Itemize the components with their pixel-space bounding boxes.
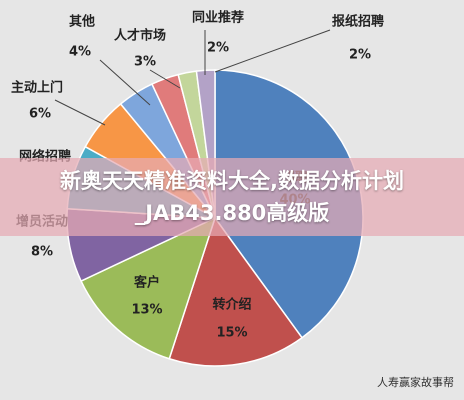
slice-label: 报纸招聘 xyxy=(332,14,384,30)
slice-label: 人才市场 xyxy=(114,28,166,44)
value-label: 6% xyxy=(29,107,51,122)
leader-line xyxy=(214,29,331,73)
slice-label: 同业推荐 xyxy=(192,10,244,26)
watermark: 人寿赢家故事帮 xyxy=(377,376,454,389)
value-label: 4% xyxy=(69,45,91,60)
overlay-banner: 新奥天天精准资料大全,数据分析计划_JAB43.880高级版 xyxy=(0,158,464,236)
leader-line xyxy=(54,99,106,126)
slice-label: 其他 xyxy=(69,14,95,30)
value-label: 2% xyxy=(207,41,229,56)
leader-lines xyxy=(54,29,331,126)
value-label: 3% xyxy=(134,55,156,70)
value-label: 13% xyxy=(131,303,162,318)
pie-slice xyxy=(168,216,304,367)
value-label: 2% xyxy=(349,48,371,63)
slice-label: 主动上门 xyxy=(11,80,63,96)
value-label: 8% xyxy=(31,245,53,260)
leader-line xyxy=(149,69,181,89)
value-label: 15% xyxy=(216,326,247,341)
slice-label: 客户 xyxy=(134,275,160,291)
pie-slice xyxy=(80,216,217,360)
slice-label: 转介绍 xyxy=(212,297,251,313)
leader-line xyxy=(99,59,151,106)
